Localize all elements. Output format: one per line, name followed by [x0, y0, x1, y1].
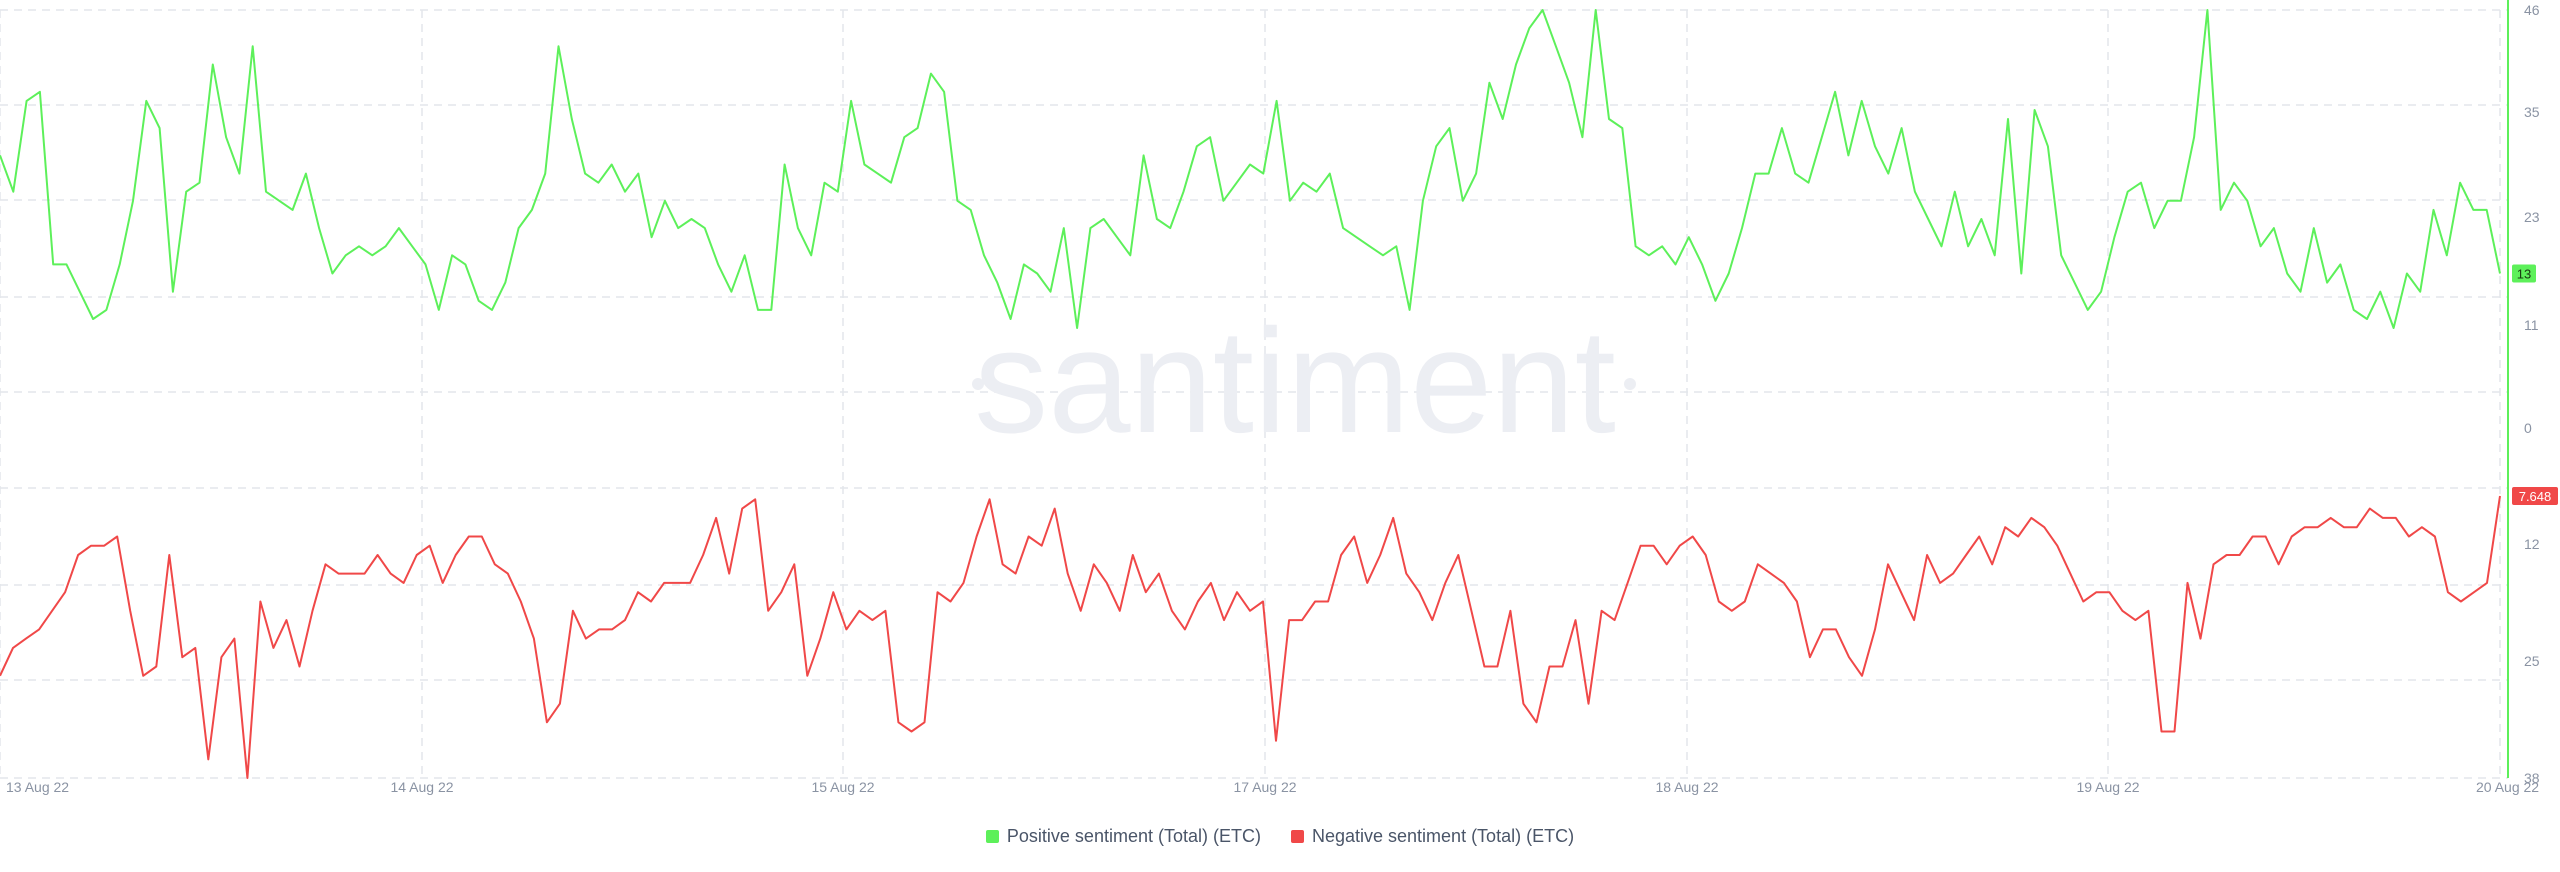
legend-item-negative[interactable]: Negative sentiment (Total) (ETC): [1290, 826, 1575, 847]
x-tick-label: 19 Aug 22: [2076, 779, 2139, 795]
legend-label-negative: Negative sentiment (Total) (ETC): [1311, 826, 1575, 846]
y-tick-label-negative: 12: [2524, 536, 2540, 552]
legend: Positive sentiment (Total) (ETC) Negativ…: [0, 826, 2560, 847]
x-tick-label: 13 Aug 22: [6, 779, 69, 795]
y-tick-label-positive: 35: [2524, 104, 2540, 120]
current-value-badge-negative: [2512, 487, 2558, 506]
grid: [0, 9, 2508, 779]
legend-label-positive: Positive sentiment (Total) (ETC): [1006, 826, 1261, 846]
y-tick-label-positive: 46: [2524, 2, 2540, 18]
y-tick-label-negative: 38: [2524, 770, 2540, 786]
watermark-dot-left: [972, 378, 984, 390]
axes: 46 35 23 11 0 12 25 38 13 7.648 13 Aug 22 14 Aug 22…: [6, 0, 2558, 795]
y-tick-label-positive: 11: [2524, 317, 2539, 333]
series-line-positive: [0, 9, 2501, 329]
x-tick-label: 14 Aug 22: [390, 779, 453, 795]
y-tick-label-positive: 23: [2524, 209, 2540, 225]
y-tick-label-negative: 25: [2524, 653, 2540, 669]
legend-swatch-positive: [985, 830, 999, 843]
x-tick-label: 18 Aug 22: [1655, 779, 1718, 795]
x-tick-label: 20 Aug 22: [2476, 779, 2539, 795]
x-tick-label: 15 Aug 22: [811, 779, 874, 795]
y-tick-label-positive: 0: [2524, 420, 2532, 436]
current-value-badge-positive: [2512, 264, 2536, 283]
series-line-negative: [0, 495, 2501, 779]
series: [0, 9, 2501, 779]
watermark-dot-right: [1624, 378, 1636, 390]
legend-item-positive[interactable]: Positive sentiment (Total) (ETC): [985, 826, 1261, 847]
current-value-text-negative: 7.648: [2519, 489, 2552, 504]
santiment-watermark: santiment: [974, 299, 1616, 464]
current-value-text-positive: 13: [2517, 267, 2531, 282]
x-tick-label: 17 Aug 22: [1233, 779, 1296, 795]
legend-swatch-negative: [1290, 830, 1304, 843]
